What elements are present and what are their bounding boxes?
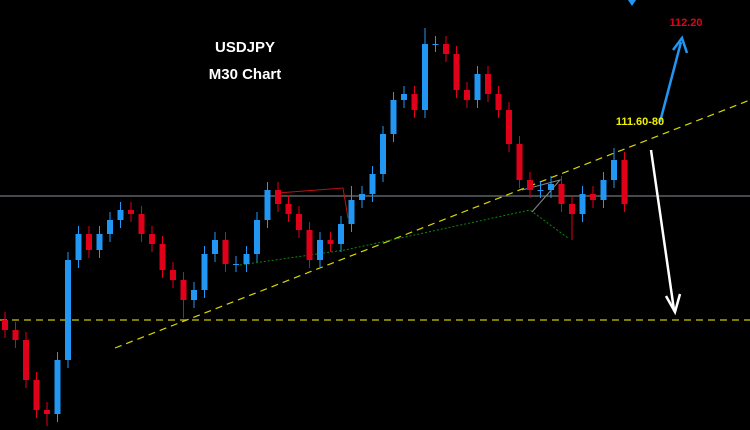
candle-body [233, 264, 239, 265]
candle-body [369, 174, 376, 194]
candle-body [117, 210, 124, 220]
candle-body [443, 44, 449, 54]
candle-body [306, 230, 313, 260]
candle-body [516, 144, 523, 180]
candle-body [128, 210, 134, 214]
candle-body [348, 200, 355, 224]
candle-body [12, 330, 19, 340]
candle-body [170, 270, 176, 280]
candle-body [579, 194, 586, 214]
candle-body [569, 204, 575, 214]
candle-body [611, 160, 617, 180]
candle-body [54, 360, 61, 414]
trendline [114, 99, 750, 349]
candles [2, 28, 628, 426]
candle-body [264, 190, 271, 220]
candle-body [33, 380, 40, 410]
candle-body [590, 194, 596, 200]
candle-body [65, 260, 71, 360]
annotation: 111.60-80 [616, 116, 664, 128]
candle-body [485, 74, 491, 94]
candle-body [275, 190, 281, 204]
chart-title: USDJPY [215, 39, 275, 56]
candle-body [149, 234, 155, 244]
candle-body [464, 90, 470, 100]
candle-body [2, 320, 8, 330]
candle-body [411, 94, 418, 110]
candle-body [527, 180, 533, 190]
candle-body [75, 234, 82, 260]
candle-body [474, 74, 481, 100]
candle-body [96, 234, 103, 250]
candle-body [327, 240, 334, 244]
candle-body [254, 220, 260, 254]
arrow-up [658, 41, 683, 123]
candle-body [359, 194, 365, 200]
pattern-line [277, 187, 349, 219]
candle-body [243, 254, 250, 264]
candle-body [380, 134, 386, 174]
candle-body [453, 54, 460, 90]
candle-body [285, 204, 292, 214]
candle-body [558, 184, 565, 204]
pattern-line [239, 209, 569, 266]
candle-body [495, 94, 502, 110]
drawings [114, 0, 750, 349]
arrow-head [664, 293, 682, 316]
candle-body [138, 214, 145, 234]
arrow-down [649, 149, 676, 311]
candle-body [296, 214, 302, 230]
candle-body [317, 240, 323, 260]
candle-body [506, 110, 512, 144]
candle-body [44, 410, 50, 414]
candle-body [212, 240, 218, 254]
candle-body [621, 160, 628, 204]
arrow-head [672, 35, 689, 54]
candle-body [432, 44, 439, 45]
candle-body [180, 280, 187, 300]
candle-body [23, 340, 29, 380]
candle-body [401, 94, 407, 100]
candle-body [390, 100, 397, 134]
candle-body [600, 180, 607, 200]
candle-body [422, 44, 428, 110]
candle-body [201, 254, 208, 290]
candle-body [338, 224, 344, 244]
candle-body [537, 190, 544, 191]
chart-subtitle: M30 Chart [209, 66, 282, 83]
pattern-line [521, 179, 562, 213]
candle-body [222, 240, 229, 264]
annotation: 112.20 [669, 17, 702, 29]
candle-body [107, 220, 113, 234]
candle-body [159, 244, 166, 270]
candle-body [548, 184, 554, 190]
candle-body [86, 234, 92, 250]
candle-body [191, 290, 197, 300]
marker [628, 0, 636, 6]
